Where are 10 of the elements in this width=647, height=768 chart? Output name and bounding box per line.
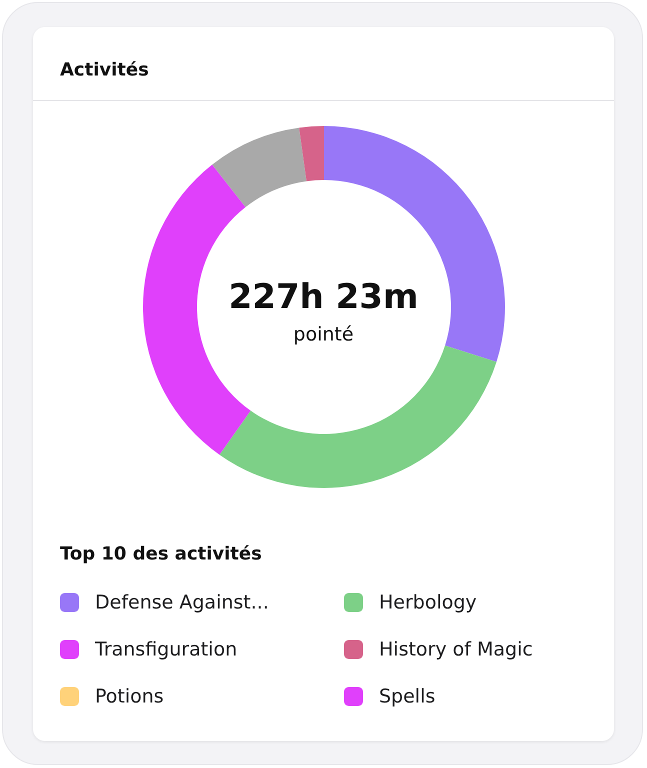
legend-label: Spells bbox=[379, 686, 436, 708]
legend-label: Herbology bbox=[379, 592, 477, 614]
legend-label: Potions bbox=[95, 686, 164, 708]
text: 227h 23m bbox=[228, 277, 418, 317]
legend-label: History of Magic bbox=[379, 638, 533, 660]
legend-label: Defense Against... bbox=[95, 592, 269, 614]
legend-label: Transfiguration bbox=[94, 638, 238, 660]
text: pointé bbox=[293, 324, 354, 346]
chart-title: Activités bbox=[60, 60, 149, 80]
legend-title: Top 10 des activités bbox=[60, 544, 262, 564]
